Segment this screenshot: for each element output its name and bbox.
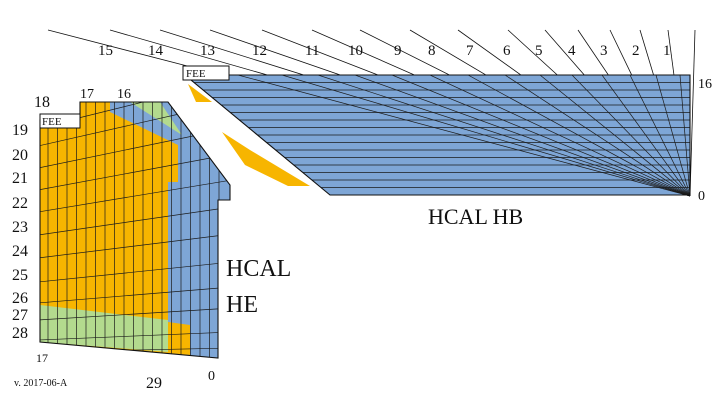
version-label: v. 2017-06-A xyxy=(14,378,68,389)
hb-eta-label: 6 xyxy=(503,43,511,59)
hb-eta-label: 5 xyxy=(535,43,543,59)
he-eta-label: 28 xyxy=(12,325,28,342)
he-fee-label: FEE xyxy=(42,116,62,128)
hb-eta-label: 14 xyxy=(148,43,164,59)
he-tower-line xyxy=(40,331,230,341)
hb-orange-region-upper xyxy=(188,84,212,102)
hb-depth-bottom-label: 0 xyxy=(698,189,705,204)
he-eta-label: 24 xyxy=(12,243,28,260)
hb-tower-line xyxy=(629,75,690,195)
hb-eta-label: 3 xyxy=(600,43,608,59)
hb-tower-line xyxy=(601,75,690,195)
hb-depth-top-label: 16 xyxy=(698,77,712,92)
he-bottom-mid-label: 29 xyxy=(146,375,162,392)
hb-tower-line xyxy=(317,75,690,195)
he-tower-line xyxy=(40,261,230,283)
he-tower-line xyxy=(40,206,230,236)
hb-eta-label: 7 xyxy=(466,43,474,59)
hb-tower-line xyxy=(504,75,690,195)
he-eta-label: 18 xyxy=(34,94,50,111)
hb-tower-line xyxy=(237,75,690,195)
he-bottom-right-label: 0 xyxy=(208,369,215,384)
hb-eta-label: 15 xyxy=(98,43,113,59)
hb-tower-line xyxy=(281,75,690,195)
hb-tower-line xyxy=(655,75,690,195)
hb-eta-label: 11 xyxy=(305,43,319,59)
he-eta-label: 20 xyxy=(12,147,28,164)
hb-outline xyxy=(183,74,691,196)
hb-barrel xyxy=(183,74,691,196)
hb-tower-line xyxy=(391,75,690,195)
hb-fee-box: FEE xyxy=(182,65,230,81)
he-top-label-16: 16 xyxy=(117,87,131,102)
hb-eta-label: 8 xyxy=(428,43,436,59)
hb-eta-labels: 15 14 13 12 11 10 9 8 7 6 5 4 3 2 1 xyxy=(98,43,671,59)
he-eta-label: 25 xyxy=(12,267,28,284)
he-eta-label: 23 xyxy=(12,219,28,236)
he-eta-label: 26 xyxy=(12,290,28,307)
he-title-line1: HCAL xyxy=(226,256,291,282)
hb-eta-label: 10 xyxy=(348,43,363,59)
ray-line xyxy=(689,29,696,197)
hb-tower-line xyxy=(539,75,690,195)
he-fee-rect xyxy=(39,113,81,129)
hb-eta-label: 13 xyxy=(200,43,215,59)
he-title-line2: HE xyxy=(226,292,258,318)
hb-tower-line xyxy=(429,75,690,195)
hb-tower-line xyxy=(354,75,690,195)
he-eta-label: 21 xyxy=(12,170,28,187)
he-green-region-bottom xyxy=(40,305,168,352)
hb-eta-label: 4 xyxy=(568,43,576,59)
he-tower-line xyxy=(40,286,230,304)
hb-fee-rect xyxy=(182,65,230,81)
he-outline xyxy=(39,101,231,359)
he-tower-line xyxy=(40,307,230,321)
he-fee-box: FEE xyxy=(39,113,81,129)
hb-tower-line xyxy=(467,75,690,195)
he-tower-line xyxy=(40,233,230,259)
hb-tower-line xyxy=(679,75,690,195)
hb-orange-region-lower xyxy=(222,132,310,186)
hb-eta-label: 2 xyxy=(632,43,640,59)
he-eta-label: 19 xyxy=(12,122,28,139)
he-bottom-left-label: 17 xyxy=(36,351,48,365)
he-tower-line xyxy=(40,179,230,213)
he-eta-label: 22 xyxy=(12,195,28,212)
hb-eta-label: 12 xyxy=(252,43,267,59)
hb-eta-label: 9 xyxy=(394,43,402,59)
hb-title: HCAL HB xyxy=(428,204,523,229)
hb-fee-label: FEE xyxy=(186,68,206,80)
hb-eta-label: 1 xyxy=(663,43,671,59)
he-eta-label: 27 xyxy=(12,307,28,324)
hb-tower-line xyxy=(571,75,690,195)
he-tower-line xyxy=(40,153,230,191)
he-top-label-17: 17 xyxy=(80,87,94,102)
